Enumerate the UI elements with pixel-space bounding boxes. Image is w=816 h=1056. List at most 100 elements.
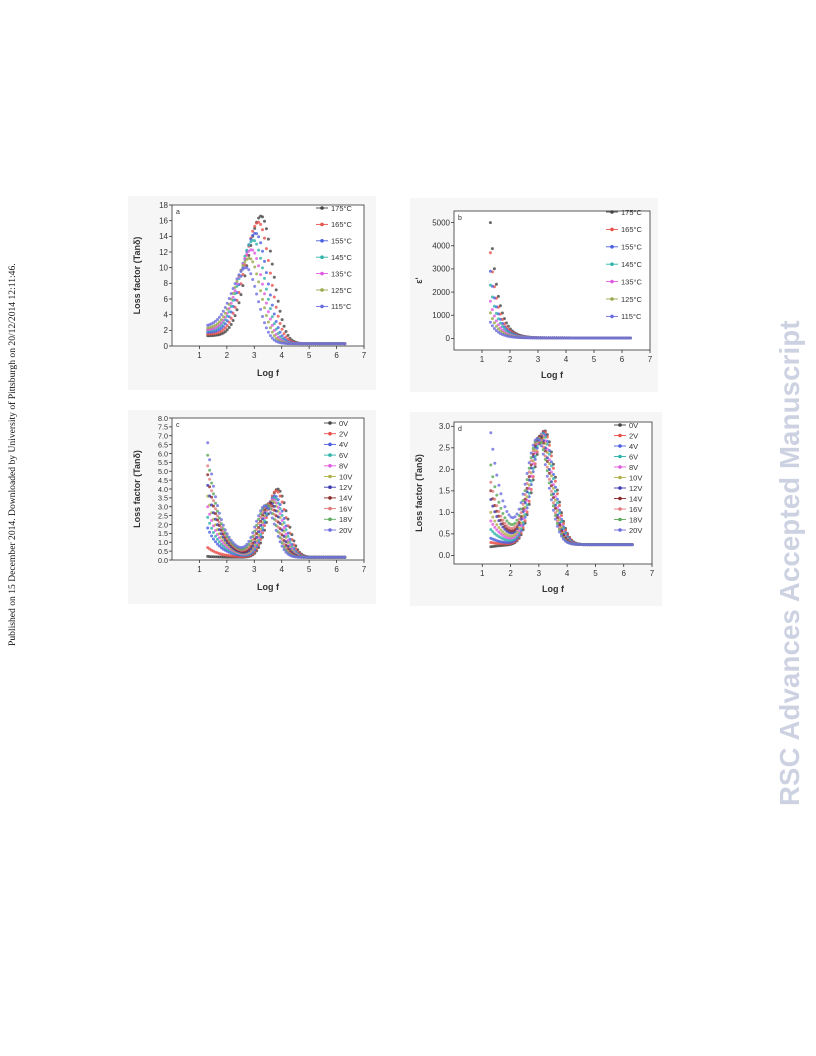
data-point bbox=[255, 292, 259, 296]
data-point bbox=[229, 304, 233, 308]
data-point bbox=[553, 511, 557, 515]
data-point bbox=[208, 521, 212, 525]
data-point bbox=[282, 517, 286, 520]
data-point bbox=[263, 236, 266, 240]
legend-label: 14V bbox=[629, 494, 642, 503]
data-point bbox=[210, 526, 214, 530]
data-point bbox=[216, 509, 219, 513]
data-point bbox=[547, 477, 551, 481]
data-point bbox=[225, 328, 229, 332]
data-point bbox=[264, 301, 268, 305]
data-point bbox=[529, 459, 533, 463]
data-point bbox=[259, 241, 263, 245]
data-point bbox=[545, 465, 549, 469]
data-point bbox=[501, 530, 505, 534]
x-axis-label: Log f bbox=[257, 582, 280, 592]
data-point bbox=[491, 522, 495, 526]
y-tick-label: 3.0 bbox=[158, 503, 168, 512]
x-tick-label: 5 bbox=[593, 569, 598, 578]
legend-label: 125°C bbox=[331, 286, 353, 295]
x-tick-label: 2 bbox=[508, 569, 513, 578]
data-point bbox=[551, 462, 555, 466]
data-point bbox=[251, 278, 255, 281]
data-point bbox=[280, 519, 284, 522]
data-point bbox=[257, 216, 261, 220]
data-point bbox=[280, 509, 284, 513]
data-point bbox=[547, 471, 551, 475]
data-point bbox=[525, 503, 529, 507]
legend-marker bbox=[328, 442, 332, 447]
legend-marker bbox=[328, 485, 332, 489]
data-point bbox=[210, 489, 214, 493]
data-point bbox=[553, 517, 557, 521]
data-point bbox=[223, 330, 227, 334]
data-point bbox=[503, 521, 507, 525]
chart-b: 1 2 3 4 5 6 7 0 1000 2000 3000 4000 5000 Log f ε' b 175°… bbox=[414, 208, 653, 380]
figure-panel-b: 1 2 3 4 5 6 7 0 1000 2000 3000 4000 5000 Log f ε' b 175°… bbox=[410, 198, 658, 392]
legend-marker bbox=[618, 444, 622, 448]
data-point bbox=[517, 507, 521, 511]
legend-marker bbox=[610, 245, 614, 249]
data-point bbox=[494, 319, 498, 323]
legend-label: 125°C bbox=[621, 295, 643, 304]
data-point bbox=[253, 265, 257, 269]
data-point bbox=[489, 510, 493, 514]
data-point bbox=[493, 485, 497, 489]
data-point bbox=[245, 542, 249, 546]
y-tick-label: 6.0 bbox=[158, 449, 168, 458]
data-point bbox=[270, 516, 274, 520]
data-point bbox=[584, 543, 588, 547]
legend-label: 6V bbox=[339, 451, 348, 460]
data-point bbox=[525, 486, 529, 490]
data-point bbox=[527, 475, 531, 479]
data-point bbox=[266, 259, 270, 262]
legend-label: 175°C bbox=[621, 208, 643, 217]
data-point bbox=[221, 315, 225, 319]
legend-label: 16V bbox=[339, 504, 352, 513]
data-point bbox=[493, 532, 497, 536]
panel-letter: a bbox=[176, 209, 180, 216]
data-point bbox=[497, 483, 501, 487]
data-point bbox=[274, 288, 278, 292]
data-point bbox=[282, 324, 286, 328]
data-point bbox=[257, 530, 261, 534]
data-point bbox=[276, 487, 280, 491]
data-point bbox=[505, 510, 509, 513]
data-point bbox=[259, 512, 263, 516]
data-point bbox=[549, 474, 553, 478]
data-point bbox=[264, 247, 268, 251]
y-tick-label: 3.5 bbox=[158, 494, 168, 503]
data-point bbox=[278, 322, 282, 325]
data-point bbox=[493, 497, 497, 501]
data-point bbox=[527, 466, 531, 470]
legend-marker bbox=[610, 279, 614, 284]
data-point bbox=[630, 543, 634, 547]
data-point bbox=[545, 474, 549, 478]
legend-label: 0V bbox=[629, 421, 638, 430]
x-tick-label: 4 bbox=[565, 569, 570, 578]
data-point bbox=[521, 499, 525, 503]
legend-marker bbox=[328, 517, 332, 522]
figure-panel-a: 1 2 3 4 5 6 7 0 2 4 6 8 10 12 14 16 18 Log f Loss factor (… bbox=[128, 196, 376, 390]
data-point bbox=[253, 224, 257, 228]
data-point bbox=[216, 514, 219, 518]
legend-marker bbox=[320, 206, 324, 210]
data-point bbox=[219, 518, 223, 522]
data-point bbox=[261, 505, 264, 509]
data-point bbox=[276, 314, 280, 318]
data-point bbox=[489, 431, 493, 435]
y-tick-label: 8 bbox=[164, 279, 169, 288]
data-point bbox=[227, 297, 231, 300]
data-point bbox=[270, 283, 274, 287]
data-point bbox=[229, 323, 233, 326]
data-point bbox=[491, 447, 495, 451]
data-point bbox=[490, 295, 494, 299]
data-point bbox=[494, 329, 498, 333]
data-point bbox=[525, 478, 529, 482]
series-115c bbox=[488, 320, 632, 340]
data-point bbox=[491, 515, 495, 519]
data-point bbox=[268, 511, 272, 515]
x-tick-label: 6 bbox=[621, 569, 626, 578]
x-axis-label: Log f bbox=[257, 368, 280, 378]
data-point bbox=[488, 221, 492, 225]
